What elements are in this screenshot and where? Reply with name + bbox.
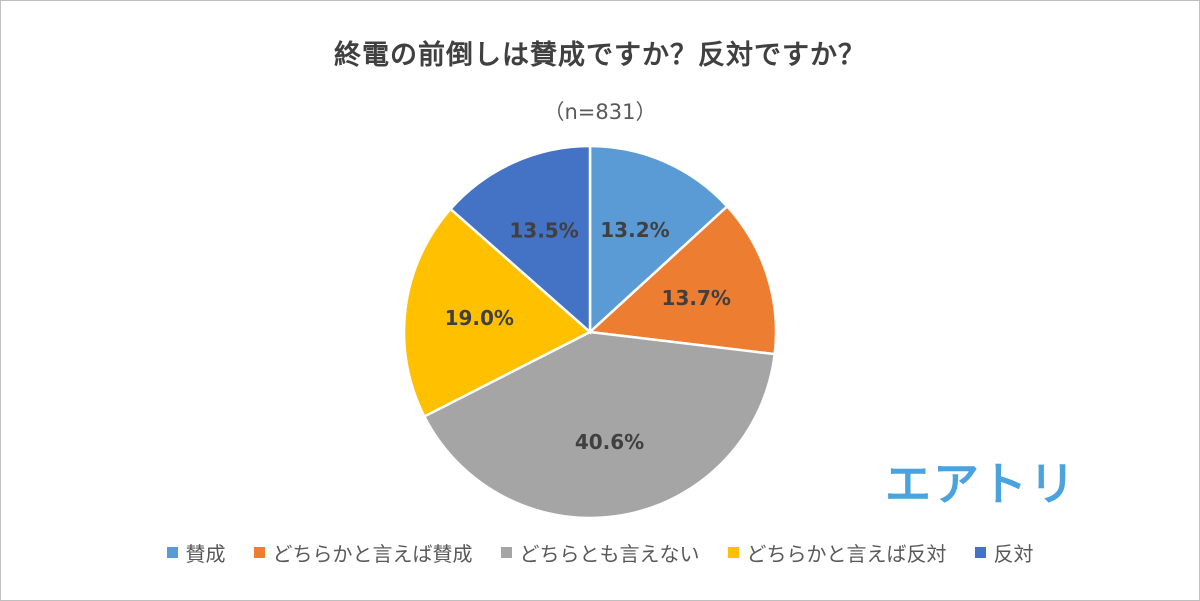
legend-item-5: 反対 xyxy=(974,538,1034,567)
legend-swatch xyxy=(166,547,178,558)
legend-swatch xyxy=(500,547,512,558)
airtrip-logo: エアトリ xyxy=(885,457,1077,511)
legend-label: どちらかと言えば賛成 xyxy=(272,542,473,566)
pie-slice-2 xyxy=(587,204,778,356)
legend-label: どちらかと言えば反対 xyxy=(746,542,947,566)
chart-subtitle: （n=831） xyxy=(543,100,657,124)
chart-title: 終電の前倒しは賛成ですか？反対ですか？ xyxy=(334,40,866,71)
pie-slice-4 xyxy=(402,207,593,419)
pie-slice-3 xyxy=(422,330,777,520)
pie-data-label-2: 13.7% xyxy=(662,286,731,310)
pie-slice-5 xyxy=(448,144,592,335)
legend-label: 賛成 xyxy=(185,542,226,566)
chart-legend: 賛成 どちらかと言えば賛成 どちらとも言えない どちらかと言えば反対 反対 xyxy=(0,538,1200,567)
legend-label: 反対 xyxy=(993,542,1034,566)
legend-swatch xyxy=(253,547,265,558)
pie-data-label-4: 19.0% xyxy=(445,306,514,330)
legend-item-3: どちらとも言えない xyxy=(500,538,700,567)
legend-item-1: 賛成 xyxy=(166,538,226,567)
legend-swatch xyxy=(974,547,986,558)
pie-slice-1 xyxy=(588,144,729,335)
pie-data-label-5: 13.5% xyxy=(509,218,578,242)
pie-data-label-3: 40.6% xyxy=(575,430,644,454)
legend-label: どちらとも言えない xyxy=(519,542,700,566)
legend-item-4: どちらかと言えば反対 xyxy=(727,538,947,567)
pie-data-label-1: 13.2% xyxy=(600,218,669,242)
legend-item-2: どちらかと言えば賛成 xyxy=(253,538,473,567)
legend-swatch xyxy=(727,547,739,558)
